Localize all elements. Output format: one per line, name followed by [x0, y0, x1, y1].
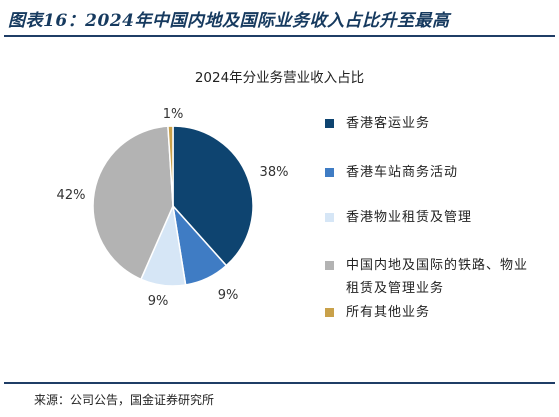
legend-label: 中国内地及国际的铁路、物业租赁及管理业务	[346, 258, 529, 296]
legend-label: 所有其他业务	[346, 305, 431, 320]
legend-item: 香港客运业务	[325, 112, 541, 135]
legend-swatch	[325, 261, 334, 270]
pie-slice-value-label: 9%	[218, 288, 239, 303]
legend-label: 香港物业租赁及管理	[346, 210, 473, 225]
legend-item: 香港物业租赁及管理	[325, 206, 541, 229]
legend-label: 香港客运业务	[346, 116, 431, 131]
figure-title: 图表16：2024年中国内地及国际业务收入占比升至最高	[8, 11, 450, 31]
bottom-rule	[4, 382, 555, 384]
pie-slice-value-label: 38%	[260, 165, 289, 180]
pie-slice	[92, 125, 174, 281]
pie-slice	[172, 125, 254, 267]
legend-swatch	[325, 308, 334, 317]
pie-slice-value-label: 1%	[163, 107, 184, 122]
pie-slice-value-label: 42%	[57, 188, 86, 203]
legend-swatch	[325, 213, 334, 222]
source-note: 来源：公司公告，国金证券研究所	[34, 393, 215, 407]
chart-title: 2024年分业务营业收入占比	[194, 70, 365, 86]
legend-item: 所有其他业务	[325, 301, 541, 324]
legend-swatch	[325, 168, 334, 177]
legend-swatch	[325, 119, 334, 128]
legend-item: 中国内地及国际的铁路、物业租赁及管理业务	[325, 254, 541, 300]
pie-slice-value-label: 9%	[148, 294, 169, 309]
top-rule	[4, 35, 555, 37]
legend-item: 香港车站商务活动	[325, 161, 541, 184]
legend-label: 香港车站商务活动	[346, 165, 459, 180]
pie-slice	[167, 125, 174, 207]
